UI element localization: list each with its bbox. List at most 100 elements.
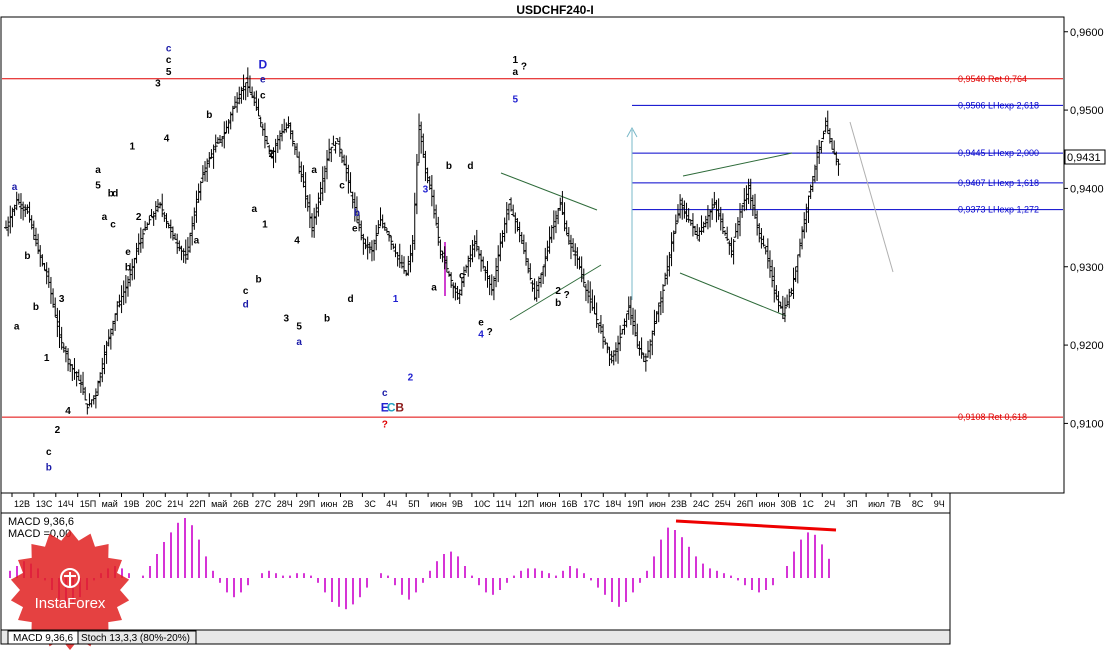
wave-label: e [478,318,484,329]
level-label: 0,9506 LHexp 2,618 [958,100,1039,110]
time-tick-label: 15П [80,499,96,509]
wave-label: d [112,188,118,199]
time-tick-label: июн [321,499,338,509]
price-tick-label: 0,9600 [1070,27,1104,39]
wave-label: 5 [513,94,519,105]
wave-label: 2 [55,425,61,436]
time-tick-label: 2Ч [824,499,835,509]
wave-label: a [513,67,519,78]
wave-label: 5 [296,321,302,332]
wave-label: d [243,299,249,310]
logo-icon [60,568,80,588]
wave-label: b [33,302,39,313]
time-tick-label: 5П [408,499,419,509]
time-tick-label: 26В [233,499,249,509]
trendline [679,272,787,317]
trendline [500,172,598,211]
time-tick-label: 13С [36,499,53,509]
time-tick-label: 8С [912,499,924,509]
time-tick-label: 12В [14,499,30,509]
wave-label: b [24,251,30,262]
wave-label: 2 [269,149,275,160]
wave-label: 3 [423,184,429,195]
wave-label: b [555,298,561,309]
wave-label: c [459,271,465,282]
time-tick-label: 27С [255,499,272,509]
wave-label: a [95,165,101,176]
wave-labels: abab12cb3412345cca5bdceabbaDec2a1bcd345a… [12,43,570,473]
time-tick-label: 9В [452,499,463,509]
projection-arrowhead [626,126,638,138]
time-tick-label: 1С [802,499,814,509]
wave-label: b [255,274,261,285]
wave-label: ? [382,419,388,430]
trendline [509,264,602,321]
time-tick-label: июн [649,499,666,509]
wave-label: 4 [478,329,484,340]
time-tick-label: 20С [145,499,162,509]
wave-label: D [258,58,267,72]
wave-label: b [206,110,212,121]
logo-text: InstaForex [35,595,106,612]
time-tick-label: 10С [474,499,491,509]
time-tick-label: май [211,499,227,509]
price-axis: 0,9600 0,9500 0,9400 0,9300 0,9200 0,9100 [1064,27,1104,430]
wave-label: c [166,43,172,54]
wave-label: b [324,314,330,325]
wave-label: 5 [166,67,172,78]
wave-label: 1 [393,294,399,305]
time-tick-label: 19В [124,499,140,509]
time-tick-label: 16В [562,499,578,509]
wave-label: 5 [95,180,101,191]
price-tick-label: 0,9300 [1070,262,1104,274]
wave-label: a [12,182,18,193]
macd-label: MACD 9,36,6 [8,516,74,528]
wave-label: c [382,388,388,399]
wave-label: 4 [164,133,170,144]
time-tick-label: 28Ч [277,499,293,509]
time-axis-ticks: 12В 13С 14Ч 15П май 19В 20С 21Ч 22П май 26В 27С 28Ч 2… [11,493,945,509]
current-price-label: 0,9431 [1067,152,1101,164]
time-tick-label: июн [759,499,776,509]
macd-zero-label: MACD =0,00 [8,528,71,540]
time-tick-label: июл [868,499,885,509]
time-tick-label: 25Ч [715,499,731,509]
price-tick-label: 0,9200 [1070,340,1104,352]
wave-label: 2 [408,372,414,383]
tab-stoch[interactable]: Stoch 13,3,3 (80%-20%) [77,630,197,645]
wave-label: b [125,263,131,274]
wave-label: B [395,401,404,415]
time-tick-label: 17С [583,499,600,509]
tab-macd[interactable]: MACD 9,36,6 [7,630,79,645]
wave-label: ? [487,327,493,338]
time-tick-label: июн [430,499,447,509]
level-lines: 0,9540 Ret 0,764 0,9506 LHexp 2,618 0,9445… [2,74,1063,422]
wave-label: 1 [129,141,135,152]
time-tick-label: 3С [364,499,376,509]
wave-label: 2 [136,212,142,223]
wave-label: 3 [284,314,290,325]
price-tick-label: 0,9100 [1070,418,1104,430]
price-bars [4,67,841,415]
tab-stoch-label: Stoch 13,3,3 (80%-20%) [81,633,190,644]
time-tick-label: 30В [781,499,797,509]
trendlines [444,121,894,321]
wave-label: 1 [44,353,50,364]
time-tick-label: 22П [189,499,205,509]
logo-badge [10,530,130,650]
wave-label: a [311,165,317,176]
wave-label: e [125,247,131,258]
level-label: 0,9540 Ret 0,764 [958,74,1027,84]
wave-label: a [251,204,257,215]
time-tick-label: 23В [671,499,687,509]
level-label: 0,9373 LHexp 1,272 [958,205,1039,215]
wave-label: b [446,161,452,172]
wave-label: 4 [294,235,300,246]
wave-label: b [46,462,52,473]
wave-label: a [102,212,108,223]
wave-label: C [387,401,396,415]
time-tick-label: май [102,499,118,509]
forecast-line [849,121,894,273]
time-tick-label: июн [540,499,557,509]
